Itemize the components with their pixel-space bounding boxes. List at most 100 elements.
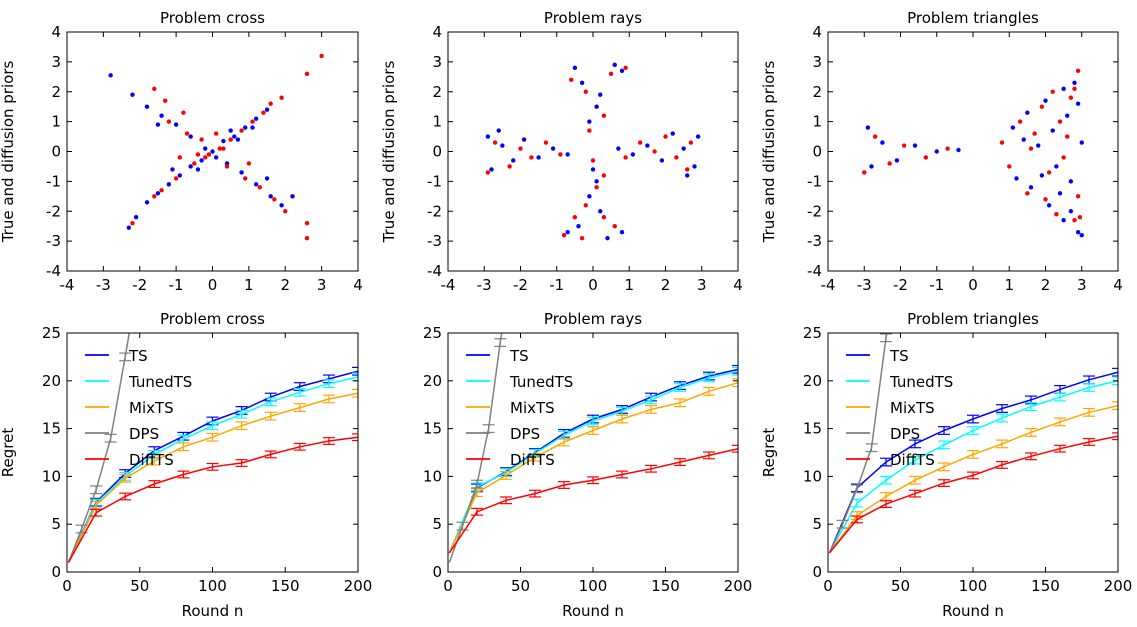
- error-bar: [674, 458, 686, 467]
- error-bar: [967, 471, 979, 480]
- error-bar: [865, 443, 878, 453]
- scatter-point: [319, 53, 324, 59]
- scatter-point: [550, 146, 556, 151]
- x-tick-label: -4: [60, 276, 75, 294]
- scatter-point: [130, 221, 135, 226]
- scatter-point: [1065, 134, 1070, 139]
- x-tick-label: -3: [96, 276, 111, 294]
- scatter-point: [221, 146, 226, 151]
- series-line-DiffTS: [67, 436, 358, 563]
- error-bar: [587, 426, 599, 435]
- legend-label: TunedTS: [509, 373, 573, 391]
- series-line-DiffTS: [448, 447, 738, 554]
- scatter-point: [188, 164, 193, 169]
- y-tick-label: 0: [432, 563, 442, 581]
- scatter-point: [1054, 212, 1059, 217]
- error-bar: [703, 386, 715, 396]
- error-bar: [322, 379, 335, 389]
- error-bar: [996, 404, 1008, 413]
- scatter-point: [1061, 155, 1066, 160]
- scatter-point: [601, 173, 607, 178]
- error-bar: [883, 320, 895, 328]
- error-bar: [322, 437, 335, 445]
- scatter-point: [1046, 203, 1052, 208]
- subplot-1: -4 -3 -2 -1 0 1 2 3 4 -4 -3 -2 -1 0 1 2 3 4 Problem cross T…: [0, 9, 363, 294]
- scatter-point: [144, 200, 150, 205]
- x-tick-label: 1: [1004, 276, 1014, 294]
- scatter-point: [485, 170, 491, 175]
- error-bar: [732, 366, 738, 376]
- error-bar: [880, 500, 892, 509]
- scatter-point: [1039, 104, 1045, 109]
- error-bar: [90, 485, 103, 495]
- scatter-point: [1014, 176, 1019, 181]
- scatter-point: [159, 188, 164, 193]
- error-bar: [1112, 376, 1118, 386]
- scatter-point: [188, 134, 193, 139]
- x-tick-label: 0: [208, 276, 218, 294]
- scatter-point: [1057, 119, 1063, 124]
- x-tick-label: 2: [280, 276, 290, 294]
- scatter-point: [283, 209, 288, 214]
- axes-frame: [66, 332, 359, 573]
- scatter-point: [206, 152, 212, 157]
- y-axis-label: Regret: [0, 428, 17, 478]
- scatter-point: [543, 140, 549, 145]
- error-bar: [500, 300, 512, 308]
- scatter-point: [1068, 179, 1074, 184]
- y-tick-label: 15: [423, 420, 442, 438]
- error-bar: [126, 310, 138, 318]
- scatter-point: [232, 134, 237, 139]
- scatter-point: [243, 125, 248, 130]
- subplot-5: TS TunedTS MixTS DPS DiffTS 0 50 100 150 200 0 5 10 1…: [423, 300, 752, 620]
- legend-label: DPS: [510, 425, 540, 443]
- scatter-point: [561, 232, 567, 238]
- scatter-point: [880, 140, 885, 145]
- scatter-point: [155, 122, 161, 127]
- series-line-TunedTS: [828, 380, 1118, 554]
- error-bar: [500, 496, 512, 505]
- axes-frame: [447, 332, 739, 573]
- legend-label: TunedTS: [128, 373, 192, 391]
- scatter-point: [163, 98, 168, 103]
- series-line-MixTS: [448, 381, 738, 554]
- scatter-point: [587, 128, 592, 133]
- x-axis-label: Round n: [182, 602, 244, 620]
- scatter-point: [901, 143, 907, 148]
- y-tick-label: 5: [812, 515, 822, 533]
- error-bar: [500, 471, 512, 480]
- error-bar: [1083, 438, 1095, 446]
- y-tick-label: -4: [46, 262, 61, 280]
- error-bar: [732, 378, 738, 388]
- scatter-point: [894, 158, 900, 163]
- x-tick-label: 3: [1077, 276, 1087, 294]
- legend-label: DiffTS: [890, 451, 935, 469]
- error-bar: [938, 440, 950, 450]
- scatter-point: [1039, 173, 1045, 178]
- chart-title: Problem triangles: [907, 9, 1039, 27]
- x-tick-label: -2: [513, 276, 528, 294]
- scatter-point: [912, 143, 918, 148]
- scatter-point: [203, 146, 208, 151]
- scatter-point: [862, 170, 867, 175]
- scatter-point: [619, 68, 625, 74]
- scatter-point: [587, 194, 592, 199]
- subplot-2: -4 -3 -2 -1 0 1 2 3 4 -4 -3 -2 -1 0 1 2 3 4 Problem rays Tr…: [380, 9, 743, 294]
- scatter-point: [170, 167, 175, 172]
- error-bar: [119, 473, 132, 483]
- error-bar: [558, 481, 570, 489]
- x-tick-label: -1: [169, 276, 184, 294]
- scatter-point: [264, 107, 270, 112]
- series-line-DPS: [67, 333, 131, 563]
- x-tick-label: 2: [1041, 276, 1051, 294]
- scatter-point: [217, 146, 222, 151]
- y-tick-label: 25: [42, 324, 61, 342]
- y-tick-label: 10: [803, 467, 822, 485]
- scatter-point: [239, 170, 244, 175]
- y-tick-label: -3: [46, 232, 61, 250]
- scatter-point: [681, 146, 686, 151]
- scatter-point: [1079, 232, 1084, 238]
- y-tick-label: -2: [427, 202, 442, 220]
- scatter-point: [199, 137, 204, 142]
- scatter-point: [213, 131, 219, 136]
